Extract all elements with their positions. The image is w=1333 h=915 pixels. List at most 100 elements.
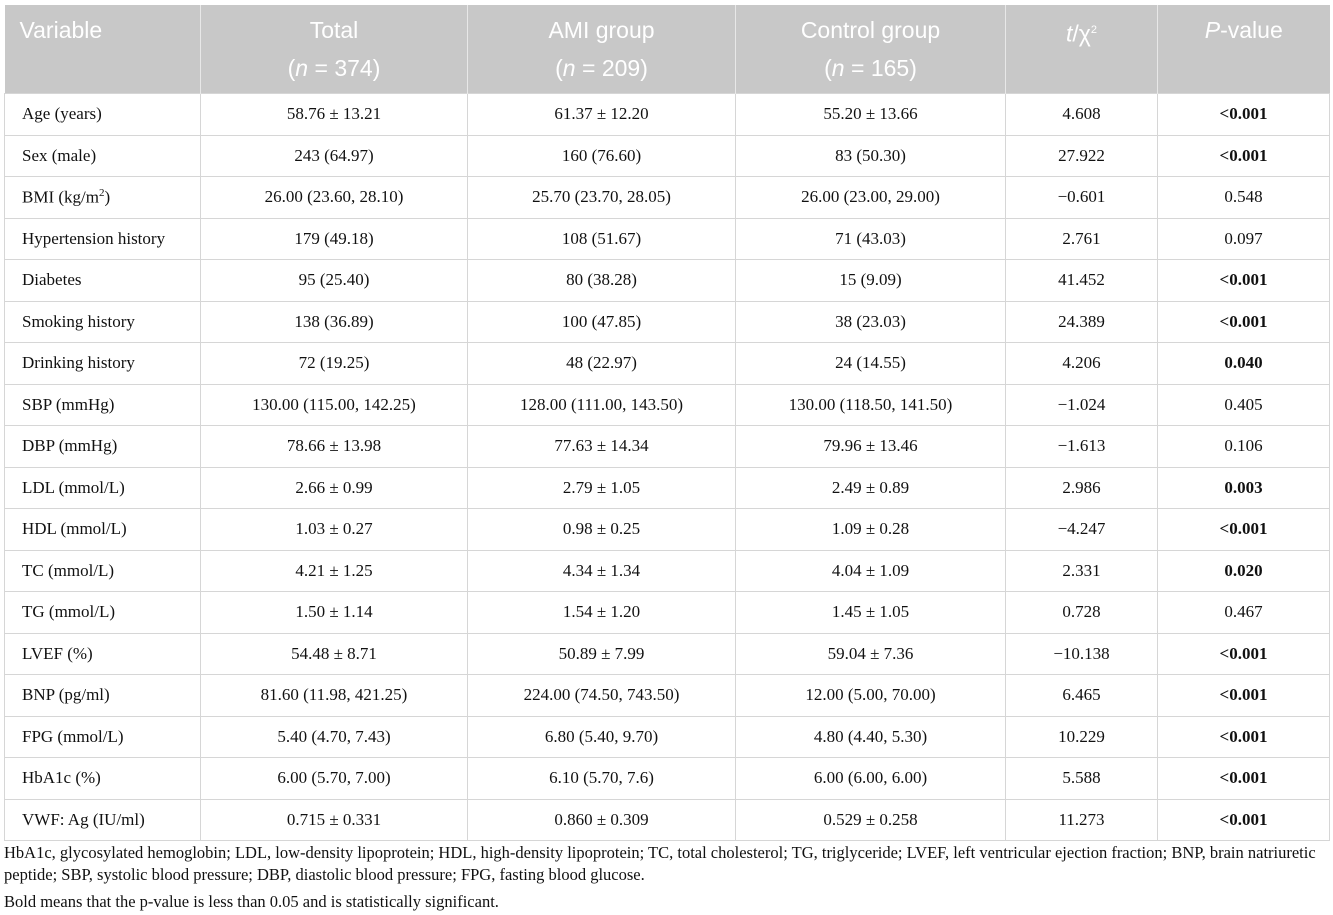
cell-statistic: 6.465 — [1005, 674, 1158, 717]
cell-control: 26.00 (23.00, 29.00) — [735, 176, 1006, 219]
table-row: LDL (mmol/L) 2.66 ± 0.99 2.79 ± 1.05 2.4… — [4, 466, 1330, 509]
cell-total: 2.66 ± 0.99 — [200, 466, 468, 509]
cell-p-value: 0.020 — [1157, 549, 1330, 592]
cell-total: 58.76 ± 13.21 — [200, 93, 468, 136]
header-test-statistic: t/χ2 — [1005, 5, 1158, 94]
cell-statistic: 24.389 — [1005, 300, 1158, 343]
header-ami-group: AMI group (n = 209) — [467, 5, 736, 94]
cell-control: 79.96 ± 13.46 — [735, 425, 1006, 468]
cell-variable: Drinking history — [4, 342, 201, 385]
cell-ami: 80 (38.28) — [467, 259, 736, 302]
cell-total: 81.60 (11.98, 421.25) — [200, 674, 468, 717]
cell-statistic: 2.986 — [1005, 466, 1158, 509]
cell-control: 0.529 ± 0.258 — [735, 798, 1006, 841]
table-row: FPG (mmol/L) 5.40 (4.70, 7.43) 6.80 (5.4… — [4, 715, 1330, 758]
cell-variable: Diabetes — [4, 259, 201, 302]
cell-p-value: <0.001 — [1157, 259, 1330, 302]
abbreviations-footnote: HbA1c, glycosylated hemoglobin; LDL, low… — [4, 843, 1316, 884]
cell-variable: Age (years) — [4, 93, 201, 136]
cell-p-value: <0.001 — [1157, 674, 1330, 717]
cell-ami: 48 (22.97) — [467, 342, 736, 385]
cell-statistic: 2.331 — [1005, 549, 1158, 592]
cell-variable: BNP (pg/ml) — [4, 674, 201, 717]
cell-control: 4.80 (4.40, 5.30) — [735, 715, 1006, 758]
cell-p-value: 0.040 — [1157, 342, 1330, 385]
table-header: Variable Total (n = 374) AMI group (n = … — [4, 5, 1330, 94]
cell-ami: 6.10 (5.70, 7.6) — [467, 757, 736, 800]
cell-statistic: −0.601 — [1005, 176, 1158, 219]
cell-control: 1.45 ± 1.05 — [735, 591, 1006, 634]
cell-statistic: 4.608 — [1005, 93, 1158, 136]
cell-statistic: 10.229 — [1005, 715, 1158, 758]
cell-variable: TC (mmol/L) — [4, 549, 201, 592]
cell-ami: 224.00 (74.50, 743.50) — [467, 674, 736, 717]
cell-control: 4.04 ± 1.09 — [735, 549, 1006, 592]
cell-total: 54.48 ± 8.71 — [200, 632, 468, 675]
table-row: Sex (male) 243 (64.97) 160 (76.60) 83 (5… — [4, 134, 1330, 177]
cell-variable: Sex (male) — [4, 134, 201, 177]
cell-variable: SBP (mmHg) — [4, 383, 201, 426]
cell-total: 1.03 ± 0.27 — [200, 508, 468, 551]
cell-control: 1.09 ± 0.28 — [735, 508, 1006, 551]
cell-p-value: <0.001 — [1157, 757, 1330, 800]
cell-ami: 100 (47.85) — [467, 300, 736, 343]
cell-p-value: 0.467 — [1157, 591, 1330, 634]
cell-p-value: <0.001 — [1157, 134, 1330, 177]
cell-ami: 128.00 (111.00, 143.50) — [467, 383, 736, 426]
cell-statistic: −4.247 — [1005, 508, 1158, 551]
cell-control: 15 (9.09) — [735, 259, 1006, 302]
table-row: BNP (pg/ml) 81.60 (11.98, 421.25) 224.00… — [4, 674, 1330, 717]
cell-p-value: <0.001 — [1157, 798, 1330, 841]
cell-variable: LDL (mmol/L) — [4, 466, 201, 509]
table-row: BMI (kg/m2) 26.00 (23.60, 28.10) 25.70 (… — [4, 176, 1330, 219]
cell-variable: LVEF (%) — [4, 632, 201, 675]
cell-total: 130.00 (115.00, 142.25) — [200, 383, 468, 426]
header-total: Total (n = 374) — [200, 5, 468, 94]
table-row: HDL (mmol/L) 1.03 ± 0.27 0.98 ± 0.25 1.0… — [4, 508, 1330, 551]
cell-total: 1.50 ± 1.14 — [200, 591, 468, 634]
cell-total: 4.21 ± 1.25 — [200, 549, 468, 592]
cell-p-value: <0.001 — [1157, 93, 1330, 136]
cell-statistic: 11.273 — [1005, 798, 1158, 841]
cell-statistic: 0.728 — [1005, 591, 1158, 634]
cell-p-value: 0.548 — [1157, 176, 1330, 219]
cell-total: 6.00 (5.70, 7.00) — [200, 757, 468, 800]
cell-control: 71 (43.03) — [735, 217, 1006, 260]
cell-control: 83 (50.30) — [735, 134, 1006, 177]
table-row: TG (mmol/L) 1.50 ± 1.14 1.54 ± 1.20 1.45… — [4, 591, 1330, 634]
table-body: Age (years) 58.76 ± 13.21 61.37 ± 12.20 … — [4, 93, 1330, 841]
cell-p-value: <0.001 — [1157, 300, 1330, 343]
cell-total: 26.00 (23.60, 28.10) — [200, 176, 468, 219]
cell-control: 59.04 ± 7.36 — [735, 632, 1006, 675]
cell-ami: 0.860 ± 0.309 — [467, 798, 736, 841]
header-p-value: P-value — [1157, 5, 1330, 94]
cell-statistic: 27.922 — [1005, 134, 1158, 177]
cell-total: 0.715 ± 0.331 — [200, 798, 468, 841]
cell-control: 130.00 (118.50, 141.50) — [735, 383, 1006, 426]
cell-p-value: 0.106 — [1157, 425, 1330, 468]
cell-total: 243 (64.97) — [200, 134, 468, 177]
header-control-group: Control group (n = 165) — [735, 5, 1006, 94]
cell-control: 55.20 ± 13.66 — [735, 93, 1006, 136]
cell-ami: 4.34 ± 1.34 — [467, 549, 736, 592]
cell-ami: 108 (51.67) — [467, 217, 736, 260]
cell-control: 24 (14.55) — [735, 342, 1006, 385]
cell-variable: HDL (mmol/L) — [4, 508, 201, 551]
cell-variable: VWF: Ag (IU/ml) — [4, 798, 201, 841]
cell-statistic: 5.588 — [1005, 757, 1158, 800]
cell-total: 78.66 ± 13.98 — [200, 425, 468, 468]
header-variable: Variable — [4, 5, 201, 94]
baseline-characteristics-table: Variable Total (n = 374) AMI group (n = … — [4, 5, 1330, 841]
table-row: TC (mmol/L) 4.21 ± 1.25 4.34 ± 1.34 4.04… — [4, 549, 1330, 592]
cell-variable: Hypertension history — [4, 217, 201, 260]
cell-ami: 1.54 ± 1.20 — [467, 591, 736, 634]
cell-statistic: −10.138 — [1005, 632, 1158, 675]
cell-control: 38 (23.03) — [735, 300, 1006, 343]
table-row: Smoking history 138 (36.89) 100 (47.85) … — [4, 300, 1330, 343]
cell-p-value: <0.001 — [1157, 715, 1330, 758]
table-row: Diabetes 95 (25.40) 80 (38.28) 15 (9.09)… — [4, 259, 1330, 302]
cell-total: 72 (19.25) — [200, 342, 468, 385]
cell-variable: DBP (mmHg) — [4, 425, 201, 468]
table-row: Drinking history 72 (19.25) 48 (22.97) 2… — [4, 342, 1330, 385]
cell-variable: FPG (mmol/L) — [4, 715, 201, 758]
